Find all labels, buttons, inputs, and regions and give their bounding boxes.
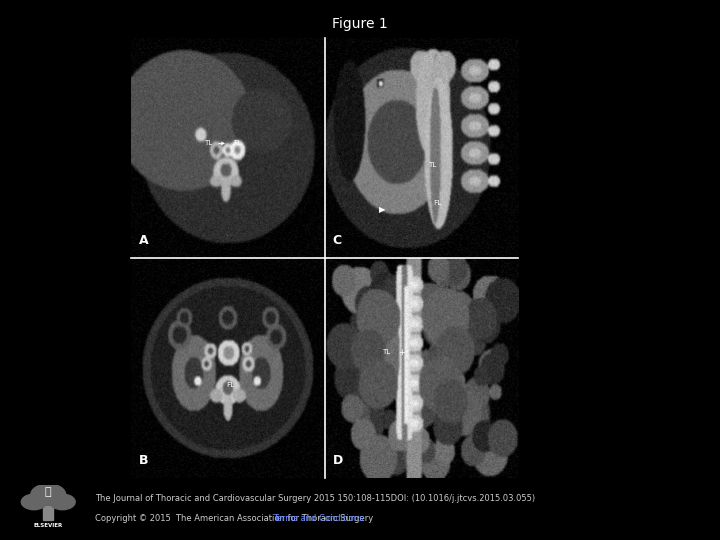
Text: ▶: ▶: [379, 205, 385, 214]
Text: 🌿: 🌿: [45, 487, 52, 497]
Text: Copyright © 2015  The American Association for Thoracic Surgery: Copyright © 2015 The American Associatio…: [95, 514, 379, 523]
Text: ELSEVIER: ELSEVIER: [34, 523, 63, 528]
Text: A: A: [139, 234, 148, 247]
Text: Terms and Conditions: Terms and Conditions: [273, 514, 364, 523]
Circle shape: [50, 494, 75, 510]
Text: FL: FL: [226, 382, 235, 388]
Circle shape: [31, 484, 66, 505]
Circle shape: [22, 494, 47, 510]
Text: D: D: [333, 454, 343, 467]
Text: The Journal of Thoracic and Cardiovascular Surgery 2015 150:108-115DOI: (10.1016: The Journal of Thoracic and Cardiovascul…: [95, 494, 535, 503]
Text: C: C: [333, 234, 341, 247]
Text: TL: TL: [429, 163, 438, 168]
Text: Figure 1: Figure 1: [332, 17, 388, 31]
Text: +: +: [398, 348, 405, 357]
Bar: [43, 503, 53, 520]
Text: FL: FL: [433, 200, 441, 206]
Text: B: B: [139, 454, 148, 467]
Text: TL: TL: [204, 140, 224, 146]
Text: TL: TL: [383, 349, 392, 355]
Text: FL: FL: [234, 140, 242, 146]
